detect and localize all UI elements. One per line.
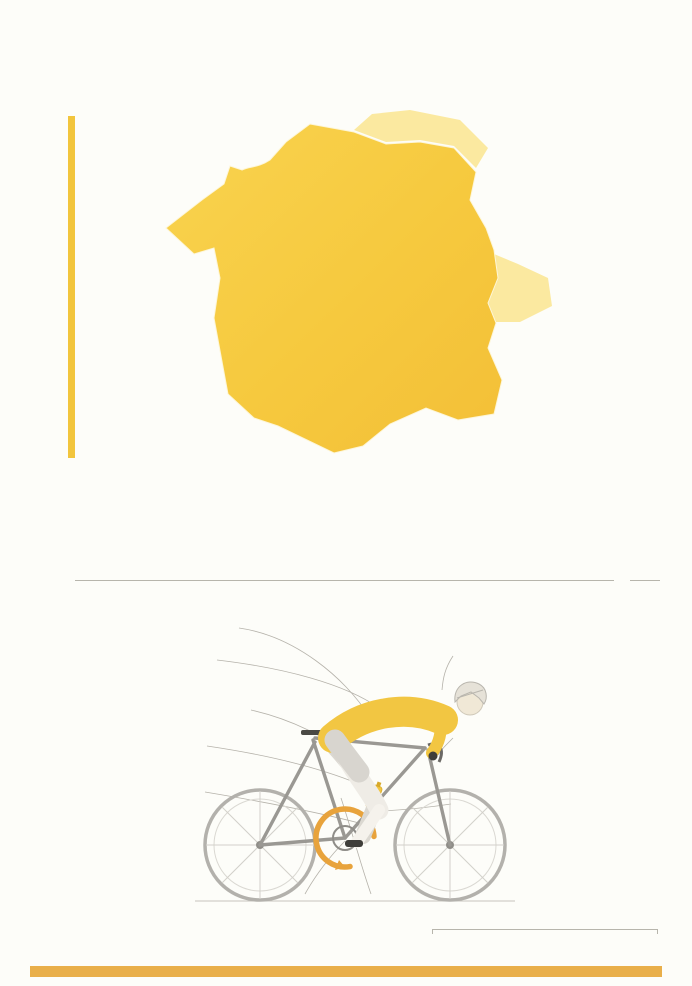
route-map-section — [158, 92, 558, 462]
publicity-caravan-bracket — [432, 928, 658, 934]
pedal-ring-highlight — [313, 806, 377, 870]
intake-donut-chart — [35, 650, 159, 726]
overexertion-note — [457, 638, 555, 639]
jersey-note — [160, 648, 238, 649]
donut-center-label — [81, 674, 109, 702]
rider-jersey — [318, 696, 458, 753]
on-the-road-section — [155, 598, 557, 930]
timeline-bar — [68, 116, 75, 458]
timeline-body — [35, 116, 157, 462]
shorts-note — [160, 736, 236, 737]
pedal-revolutions-note — [233, 896, 373, 897]
eating-section — [35, 598, 159, 910]
bike-frame — [258, 736, 452, 847]
france-shape — [165, 123, 503, 454]
map-key — [200, 298, 318, 301]
switzerland-shape — [488, 254, 552, 322]
rider-arm — [426, 718, 447, 759]
race-profile-section — [0, 462, 692, 598]
cyclist-illustration — [195, 681, 515, 902]
france-route-map — [165, 110, 552, 454]
water-supply-note — [383, 896, 503, 897]
shaved-legs-note — [160, 780, 230, 781]
day-timeline-section — [35, 94, 157, 462]
convoy-section — [0, 906, 692, 986]
bike-weight-note — [457, 716, 555, 717]
footer-bar — [30, 966, 662, 977]
helmet-icon — [454, 681, 487, 705]
total-distance — [75, 580, 660, 581]
types-of-race-section — [557, 93, 690, 458]
hazards-section — [557, 598, 690, 923]
belgium-shape — [354, 110, 488, 168]
